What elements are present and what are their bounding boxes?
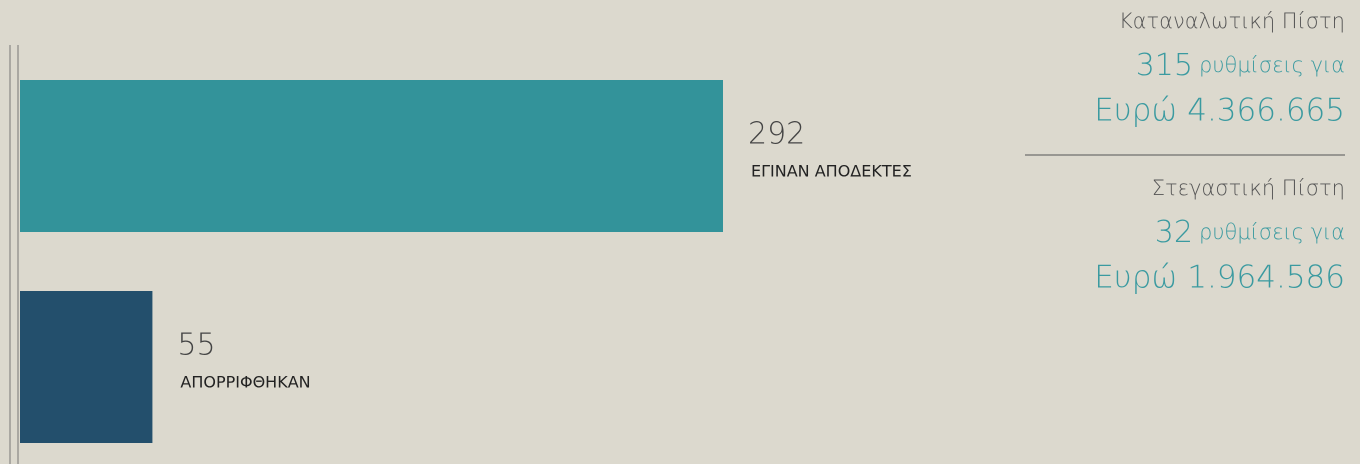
panel-count: 32 <box>1155 215 1193 250</box>
value-label: 292 <box>748 117 805 152</box>
panel-title: Στεγαστική Πίστη <box>1152 176 1345 200</box>
panel-count-text: ρυθμίσεις για <box>1199 220 1345 244</box>
category-label: ΕΓΙΝΑΝ ΑΠΟΔΕΚΤΕΣ <box>751 162 912 181</box>
bar <box>20 80 723 232</box>
panel-count-text: ρυθμίσεις για <box>1199 53 1345 77</box>
panel-title: Καταναλωτική Πίστη <box>1119 9 1345 33</box>
panel-amount: Ευρώ 1.964.586 <box>1094 260 1345 296</box>
panel-count-line: 315 ρυθμίσεις για <box>1136 48 1345 83</box>
bar <box>20 291 153 443</box>
value-label: 55 <box>177 328 215 363</box>
panel-count: 315 <box>1136 48 1193 83</box>
category-label: ΑΠΟΡΡΙΦΘΗΚΑΝ <box>180 373 310 392</box>
panel-count-line: 32 ρυθμίσεις για <box>1155 215 1345 250</box>
panel-amount: Ευρώ 4.366.665 <box>1094 93 1345 129</box>
